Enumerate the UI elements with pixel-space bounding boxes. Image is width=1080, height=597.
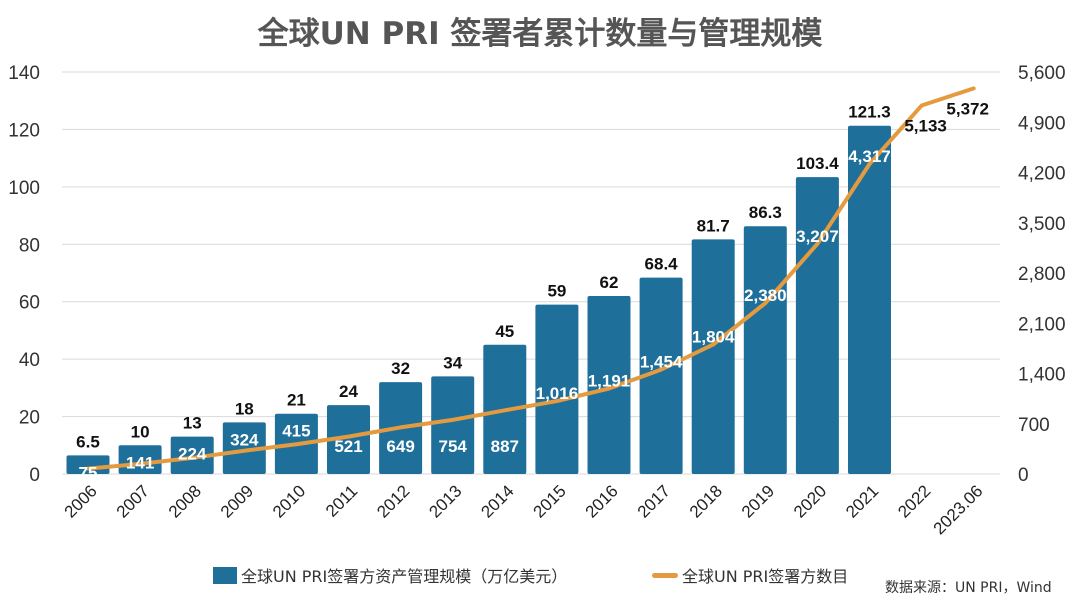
x-tick-label: 2017 <box>634 481 674 521</box>
bar <box>431 376 475 474</box>
right-tick-label: 4,900 <box>1018 113 1066 134</box>
x-tick-label: 2015 <box>530 481 570 521</box>
source-note: 数据来源：UN PRI，Wind <box>885 580 1052 596</box>
right-tick-label: 1,400 <box>1018 365 1066 386</box>
bar-data-label: 62 <box>600 273 619 292</box>
left-tick-label: 120 <box>8 120 40 141</box>
legend-label-line: 全球UN PRI签署方数目 <box>682 567 849 586</box>
bar-data-label: 103.4 <box>796 154 839 173</box>
bar-data-label: 34 <box>443 353 462 372</box>
x-tick-label: 2021 <box>842 481 882 521</box>
left-tick-label: 0 <box>29 465 40 486</box>
bar-data-label: 10 <box>131 422 150 441</box>
bar-data-label: 81.7 <box>697 216 730 235</box>
x-tick-label: 2018 <box>686 481 726 521</box>
x-tick-label: 2008 <box>165 481 205 521</box>
line-data-label: 415 <box>282 422 310 441</box>
line-data-label: 224 <box>178 445 207 464</box>
bar-data-label: 24 <box>339 382 358 401</box>
legend-swatch-line <box>652 572 678 578</box>
right-tick-label: 4,200 <box>1018 164 1066 185</box>
bar-data-label: 86.3 <box>749 203 782 222</box>
x-tick-label: 2022 <box>894 481 934 521</box>
legend-item-line: 全球UN PRI签署方数目 <box>652 563 848 587</box>
bar <box>848 125 891 475</box>
bar-data-label: 68.4 <box>645 255 679 274</box>
right-tick-label: 2,100 <box>1018 314 1066 335</box>
line-data-label: 887 <box>491 437 519 456</box>
bar-data-label: 45 <box>495 322 514 341</box>
line-data-label: 1,454 <box>640 353 683 372</box>
x-tick-label: 2023.06 <box>930 481 987 538</box>
x-tick-label: 2009 <box>217 481 257 521</box>
line-data-label: 5,372 <box>946 99 989 118</box>
right-tick-label: 700 <box>1018 415 1050 436</box>
x-tick-label: 2010 <box>269 481 309 521</box>
right-tick-label: 2,800 <box>1018 264 1066 285</box>
right-tick-label: 3,500 <box>1018 214 1066 235</box>
left-tick-label: 40 <box>19 350 40 371</box>
bar-data-label: 32 <box>391 359 410 378</box>
x-tick-label: 2016 <box>582 481 622 521</box>
bar-data-label: 6.5 <box>76 432 100 451</box>
bar-data-label: 59 <box>547 282 566 301</box>
left-tick-label: 60 <box>19 293 40 314</box>
bar <box>691 239 735 474</box>
left-tick-label: 80 <box>19 235 40 256</box>
right-tick-label: 5,600 <box>1018 63 1066 84</box>
x-tick-label: 2007 <box>113 481 153 521</box>
bar <box>587 295 631 474</box>
line-data-label: 1,191 <box>588 372 631 391</box>
x-tick-label: 2012 <box>373 481 413 521</box>
bar <box>743 226 787 474</box>
bar-data-label: 21 <box>287 391 306 410</box>
bar <box>535 304 579 474</box>
x-tick-label: 2013 <box>425 481 465 521</box>
legend-label-bar: 全球UN PRI签署方资产管理规模（万亿美元） <box>241 567 568 586</box>
line-data-label: 521 <box>334 437 362 456</box>
bar <box>795 177 839 474</box>
line-data-label: 1,804 <box>692 327 735 346</box>
line-series <box>86 86 976 471</box>
bar-data-label: 121.3 <box>848 103 891 122</box>
right-tick-label: 0 <box>1018 465 1029 486</box>
line-data-label: 2,380 <box>744 286 787 305</box>
left-tick-label: 140 <box>8 63 40 84</box>
chart-title: 全球UN PRI 签署者累计数量与管理规模 <box>257 16 823 52</box>
x-tick-label: 2006 <box>61 481 101 521</box>
line-data-label: 1,016 <box>536 384 579 403</box>
line-data-label: 754 <box>439 437 468 456</box>
bar <box>222 422 266 474</box>
line-data-label: 75 <box>79 463 98 482</box>
line-data-label: 4,317 <box>848 147 891 166</box>
legend-swatch-bar <box>213 566 237 584</box>
left-tick-label: 100 <box>8 178 40 199</box>
line-data-label: 141 <box>126 453 154 472</box>
x-tick-label: 2019 <box>738 481 778 521</box>
line-data-label: 3,207 <box>796 227 839 246</box>
legend-item-bar: 全球UN PRI签署方资产管理规模（万亿美元） <box>213 563 567 587</box>
line-data-label: 5,133 <box>904 117 947 136</box>
x-tick-label: 2011 <box>322 481 361 520</box>
bar <box>639 277 683 474</box>
bar-data-label: 18 <box>235 399 254 418</box>
x-tick-label: 2014 <box>477 481 517 521</box>
line-data-label: 649 <box>386 437 414 456</box>
bar <box>327 405 370 474</box>
line-data-label: 324 <box>230 430 259 449</box>
x-tick-label: 2020 <box>790 481 830 521</box>
bar <box>170 436 214 474</box>
bar-data-label: 13 <box>183 414 202 433</box>
left-tick-label: 20 <box>19 408 40 429</box>
